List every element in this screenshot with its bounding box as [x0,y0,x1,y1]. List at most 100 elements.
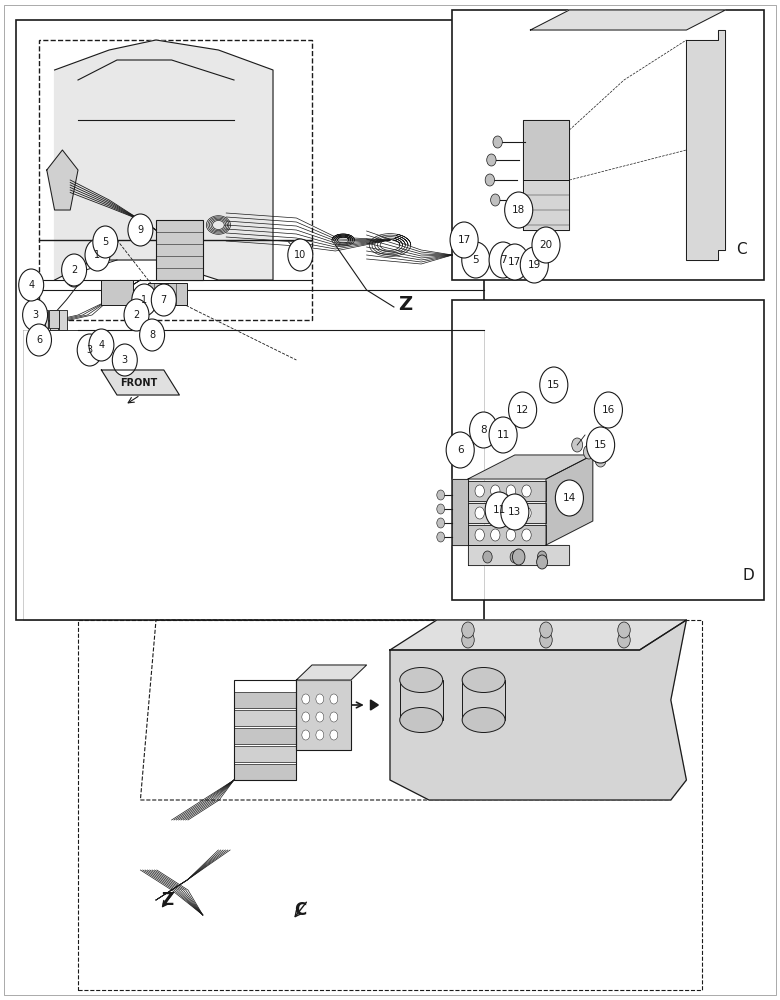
Circle shape [89,329,114,361]
Text: 2: 2 [71,265,77,275]
Text: C: C [736,242,746,257]
Text: C: C [294,901,307,919]
Text: 2: 2 [133,310,140,320]
Circle shape [520,247,548,283]
Circle shape [491,194,500,206]
Bar [148,283,187,305]
Polygon shape [468,525,546,545]
Circle shape [522,485,531,497]
Text: Z: Z [161,891,174,909]
Polygon shape [686,30,725,260]
Text: 20: 20 [540,240,552,250]
Circle shape [506,485,516,497]
Polygon shape [546,455,593,545]
Text: 13: 13 [509,507,521,517]
Circle shape [555,480,583,516]
Circle shape [288,239,313,271]
Polygon shape [390,620,686,800]
Circle shape [316,730,324,740]
Polygon shape [523,180,569,230]
Circle shape [437,532,445,542]
Circle shape [595,453,606,467]
Circle shape [446,432,474,468]
Circle shape [112,344,137,376]
Ellipse shape [462,708,505,732]
Bar [234,710,296,726]
Circle shape [437,504,445,514]
Bar [234,746,296,762]
Bar [31,310,39,330]
Text: 4: 4 [28,280,34,290]
Ellipse shape [462,668,505,692]
Text: 7: 7 [161,295,167,305]
Bar [101,280,133,305]
Text: 16: 16 [602,405,615,415]
Text: FRONT: FRONT [120,378,158,388]
Polygon shape [296,665,367,680]
Circle shape [540,622,552,638]
Ellipse shape [399,668,443,692]
Circle shape [537,551,547,563]
Circle shape [316,712,324,722]
Text: 17: 17 [509,257,521,267]
Text: 5: 5 [473,255,479,265]
Circle shape [491,507,500,519]
Text: 7: 7 [500,255,506,265]
Circle shape [491,529,500,541]
Circle shape [140,319,165,351]
Polygon shape [468,545,569,565]
Circle shape [506,507,516,519]
Text: 11: 11 [493,505,505,515]
Polygon shape [523,120,569,180]
Circle shape [462,242,490,278]
Text: Z: Z [399,296,413,314]
Circle shape [27,324,51,356]
Circle shape [475,529,484,541]
Text: 6: 6 [457,445,463,455]
Circle shape [587,427,615,463]
Text: 5: 5 [102,237,108,247]
Text: 10: 10 [294,250,307,260]
Text: 1: 1 [141,295,147,305]
Circle shape [491,485,500,497]
Circle shape [522,507,531,519]
FancyBboxPatch shape [452,300,764,600]
Circle shape [62,254,87,286]
Circle shape [501,244,529,280]
Circle shape [583,445,594,459]
Text: 8: 8 [480,425,487,435]
Text: 8: 8 [149,330,155,340]
Bar [234,692,296,708]
Circle shape [437,518,445,528]
Text: 6: 6 [36,335,42,345]
FancyBboxPatch shape [452,10,764,280]
Bar [41,310,48,330]
Text: 14: 14 [563,493,576,503]
Circle shape [93,226,118,258]
Bar [156,220,203,280]
Bar [462,680,505,720]
Circle shape [85,239,110,271]
Circle shape [302,730,310,740]
Polygon shape [101,370,179,395]
Circle shape [501,494,529,530]
Circle shape [23,299,48,331]
Circle shape [151,284,176,316]
Text: D: D [743,567,755,582]
Circle shape [489,242,517,278]
Bar [50,310,58,330]
Circle shape [462,622,474,638]
Circle shape [302,694,310,704]
Text: 9: 9 [137,225,144,235]
Circle shape [485,492,513,528]
Circle shape [512,549,525,565]
Circle shape [594,392,622,428]
Circle shape [540,367,568,403]
Circle shape [510,551,519,563]
Polygon shape [390,620,686,650]
Polygon shape [468,455,593,479]
Circle shape [505,192,533,228]
Bar [59,310,67,330]
Circle shape [437,490,445,500]
Circle shape [537,555,548,569]
